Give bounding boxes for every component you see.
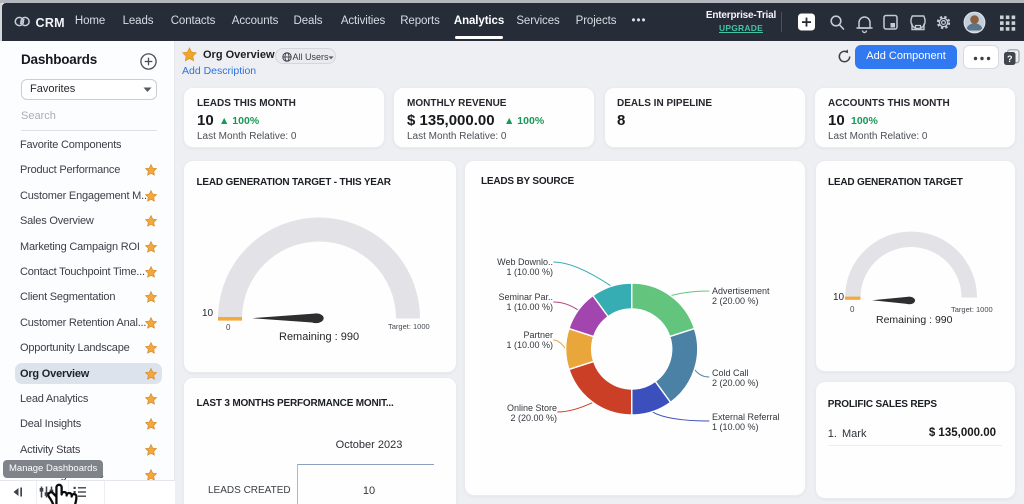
svg-text:?: ?	[1007, 54, 1013, 64]
